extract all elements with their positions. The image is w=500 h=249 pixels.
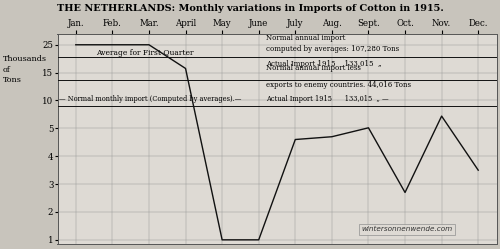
Text: Normal annual import: Normal annual import [266,34,345,42]
Text: — Normal monthly import (Computed by averages).—: — Normal monthly import (Computed by ave… [60,95,242,103]
Text: Average for First Quarter: Average for First Quarter [96,49,194,57]
Text: Actual Import 1915    133,015  „: Actual Import 1915 133,015 „ [266,60,382,68]
Text: exports to enemy countries. 44,016 Tons: exports to enemy countries. 44,016 Tons [266,81,411,89]
Text: wintersonnenwende.com: wintersonnenwende.com [361,227,452,233]
Text: Thousands
of
Tons: Thousands of Tons [2,55,46,84]
Text: Actual Import 1915      133,015  „ —: Actual Import 1915 133,015 „ — [266,95,388,103]
Text: Normal annual import less: Normal annual import less [266,63,361,71]
Text: THE NETHERLANDS: Monthly variations in Imports of Cotton in 1915.: THE NETHERLANDS: Monthly variations in I… [56,4,444,13]
Text: computed by averages: 107,280 Tons: computed by averages: 107,280 Tons [266,45,399,53]
